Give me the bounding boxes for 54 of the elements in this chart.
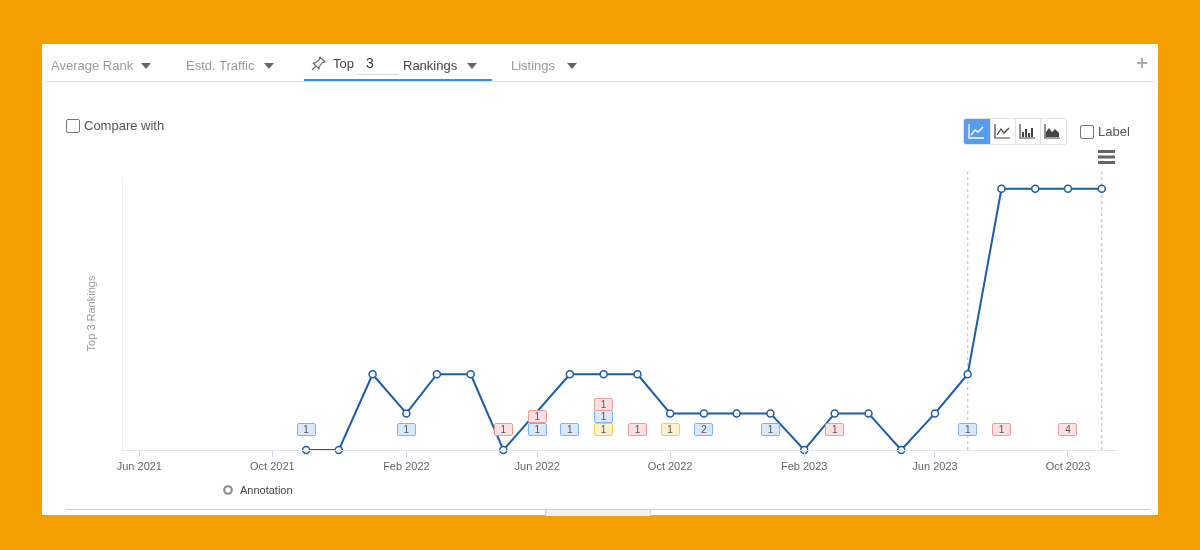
text: Average Rank	[51, 58, 134, 73]
text: Estd. Traffic	[186, 58, 255, 73]
x-tick-label: Jun 2023	[912, 460, 958, 473]
annotation: 1	[594, 397, 614, 411]
x-tick-label: Feb 2022	[383, 460, 430, 473]
annotation: 1	[958, 422, 978, 436]
text: Annotation	[240, 484, 293, 496]
point	[997, 184, 1006, 194]
point	[432, 369, 442, 379]
point	[766, 409, 775, 418]
annotation: 1	[660, 422, 680, 436]
annotation: 1	[527, 422, 547, 436]
text: Listings	[511, 58, 556, 73]
point	[699, 409, 709, 418]
x-tick-label: Oct 2021	[250, 460, 295, 473]
point	[1097, 184, 1106, 194]
point	[565, 369, 575, 379]
text: 3	[366, 55, 374, 71]
text: Rankings	[403, 58, 458, 73]
point	[599, 369, 608, 379]
point	[963, 369, 972, 379]
annotation: 1	[991, 422, 1011, 436]
x-tick-label: Jun 2022	[514, 460, 560, 473]
annotation: 1	[396, 422, 416, 436]
point	[930, 409, 940, 418]
x-tick-label: Oct 2022	[647, 460, 693, 473]
point	[633, 369, 642, 379]
point	[732, 409, 741, 418]
point	[466, 369, 475, 379]
annotation: 1	[560, 422, 580, 436]
annotation: 1	[594, 410, 614, 423]
x-tick-label: Jun 2021	[116, 460, 162, 473]
text: Label	[1098, 124, 1130, 139]
point	[1063, 184, 1073, 194]
x-tick-label: Oct 2023	[1045, 460, 1091, 473]
text: Compare with	[84, 118, 165, 133]
annotation: 1	[493, 422, 513, 436]
annotation: 4	[1058, 422, 1078, 436]
point	[830, 409, 839, 418]
y-axis-title: Top 3 Rankings	[84, 275, 97, 352]
annotation: 1	[760, 422, 780, 436]
point	[864, 409, 873, 418]
annotation: 1	[825, 422, 845, 436]
text: Top	[333, 56, 354, 71]
point	[665, 409, 675, 418]
annotation: 1	[627, 422, 647, 436]
point	[1031, 184, 1040, 194]
point	[402, 409, 411, 418]
x-tick-label: Feb 2023	[780, 460, 828, 473]
annotation: 1	[594, 422, 614, 436]
annotation: 1	[296, 422, 316, 436]
point	[368, 369, 377, 379]
annotation: 1	[527, 410, 547, 423]
annotation: 2	[694, 422, 714, 436]
